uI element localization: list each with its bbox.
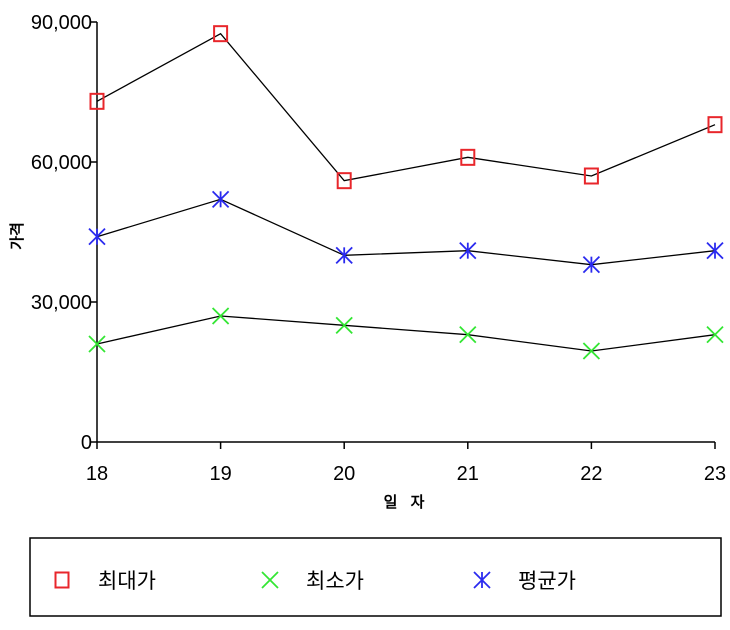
x-tick-label: 23 [704, 463, 726, 485]
y-tick-label: 60,000 [31, 152, 92, 174]
x-tick-label: 18 [86, 463, 108, 485]
y-tick-label: 0 [81, 432, 92, 454]
legend-box [29, 537, 722, 617]
data-point-series-2 [459, 326, 477, 344]
y-tick-label: 90,000 [31, 12, 92, 34]
data-point-series-3 [706, 242, 724, 260]
legend-label: 최소가 [306, 569, 364, 593]
data-point-series-1 [707, 116, 723, 134]
legend-marker [261, 571, 279, 589]
data-point-series-2 [706, 326, 724, 344]
legend-item: 최소가 [261, 569, 364, 593]
data-point-series-2 [582, 342, 601, 360]
legend-item: 평균가 [473, 569, 576, 593]
legend-marker [473, 571, 491, 589]
series-line-1 [96, 32, 716, 182]
legend-item: 최대가 [54, 569, 156, 593]
x-tick-label: 22 [580, 463, 602, 485]
series-line-2 [96, 315, 716, 352]
series-line-3 [96, 198, 716, 266]
y-ticks: 0 30,000 60,000 90,000 [31, 12, 97, 454]
data-point-series-2 [88, 335, 106, 353]
x-tick-label: 20 [333, 463, 355, 485]
data-point-series-3 [88, 228, 106, 246]
data-point-series-1 [89, 92, 105, 110]
series-lines [96, 32, 716, 352]
x-axis-title: 일 자 [384, 493, 429, 511]
data-point-series-1 [336, 172, 352, 190]
y-tick-label: 30,000 [31, 292, 92, 314]
x-tick-label: 21 [457, 463, 479, 485]
legend-label: 평균가 [518, 569, 576, 593]
data-point-series-1 [583, 167, 599, 185]
x-tick-label: 19 [209, 463, 231, 485]
data-point-series-3 [211, 190, 230, 208]
legend-label: 최대가 [98, 569, 156, 593]
series-markers [88, 25, 724, 360]
y-axis-title: 가격 [8, 222, 26, 250]
data-point-series-1 [213, 25, 229, 43]
x-ticks: 18 19 20 21 22 23 [86, 442, 726, 485]
axes [96, 22, 715, 443]
data-point-series-2 [211, 307, 230, 325]
data-point-series-2 [335, 316, 353, 334]
legend-marker [54, 571, 70, 589]
data-point-series-3 [335, 246, 353, 264]
legend: 최대가 최소가 평균가 [29, 537, 722, 617]
data-point-series-3 [582, 256, 601, 274]
data-point-series-1 [460, 148, 476, 166]
data-point-series-3 [459, 242, 477, 260]
